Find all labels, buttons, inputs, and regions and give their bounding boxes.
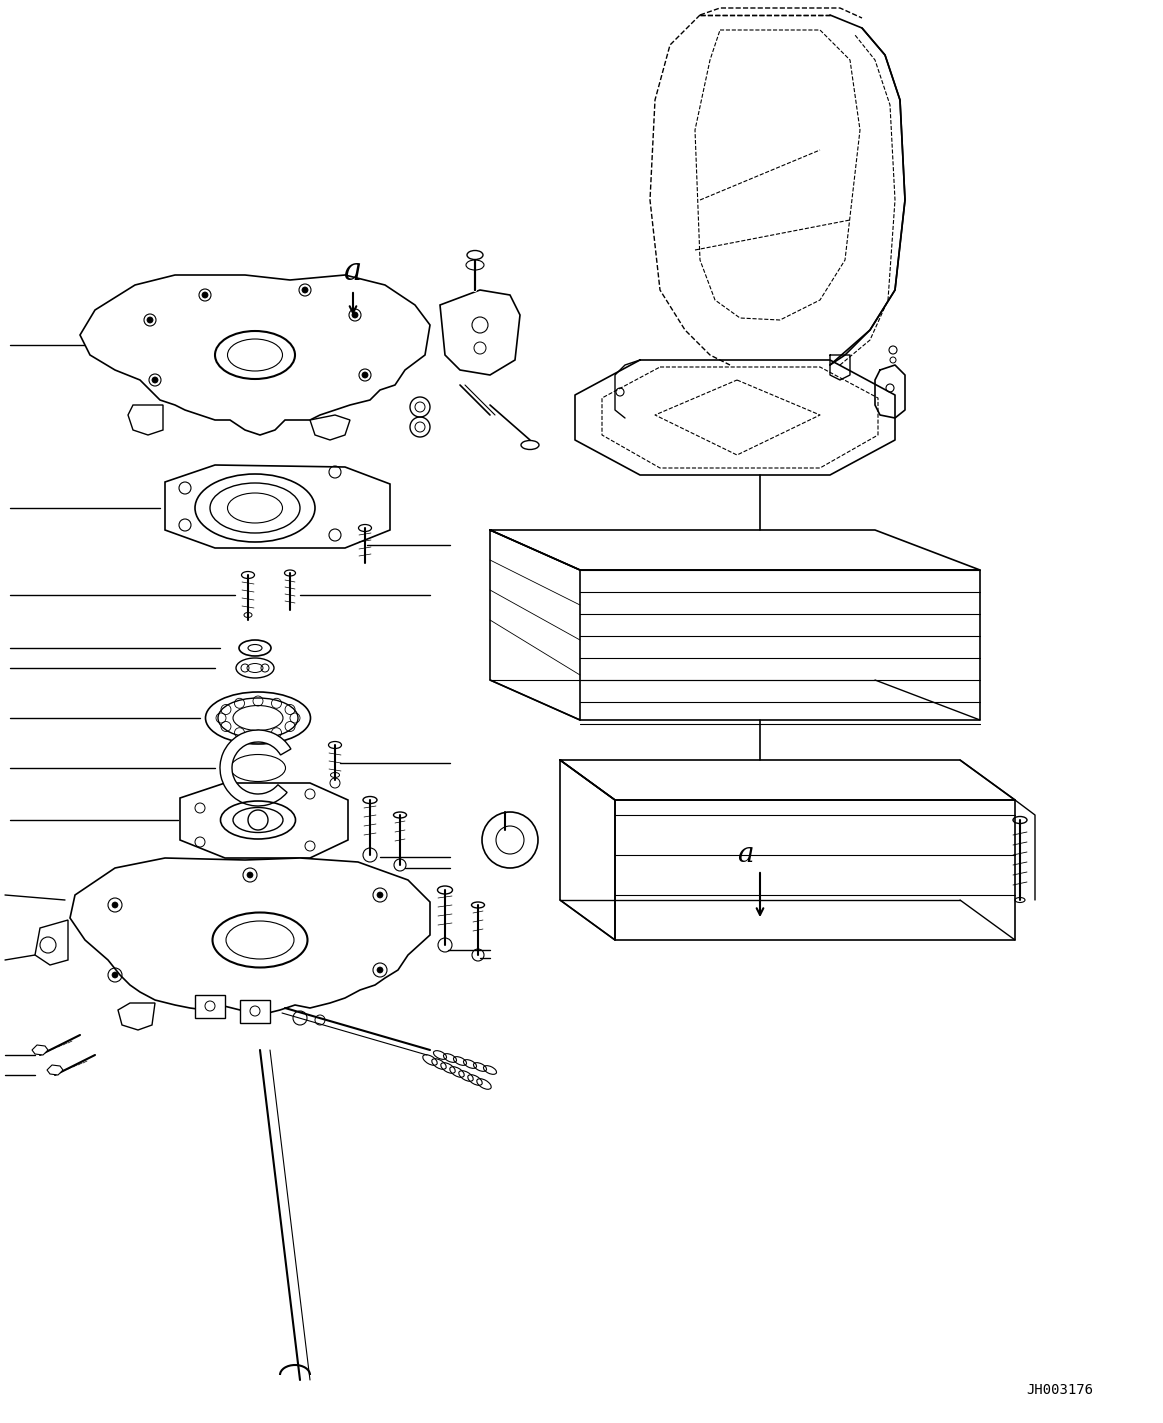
Polygon shape (70, 858, 430, 1015)
Text: JH003176: JH003176 (1027, 1383, 1093, 1397)
Circle shape (112, 902, 117, 908)
Polygon shape (35, 921, 67, 965)
Polygon shape (195, 995, 224, 1017)
Circle shape (202, 292, 208, 297)
Circle shape (152, 377, 158, 383)
Polygon shape (180, 783, 348, 858)
Polygon shape (47, 1064, 63, 1074)
Polygon shape (117, 1003, 155, 1030)
Polygon shape (240, 1000, 270, 1023)
Circle shape (352, 312, 358, 317)
Circle shape (112, 972, 117, 978)
Text: a: a (344, 256, 362, 287)
Circle shape (302, 287, 308, 293)
Polygon shape (165, 465, 390, 548)
Polygon shape (440, 290, 520, 376)
Ellipse shape (236, 657, 274, 677)
Polygon shape (311, 416, 350, 440)
Circle shape (362, 371, 368, 379)
Polygon shape (33, 1044, 48, 1054)
Circle shape (147, 317, 154, 323)
Text: a: a (736, 841, 754, 868)
Circle shape (247, 872, 254, 878)
Polygon shape (80, 275, 430, 435)
Circle shape (377, 968, 383, 973)
Wedge shape (220, 730, 291, 805)
Circle shape (377, 892, 383, 898)
Polygon shape (128, 406, 163, 435)
